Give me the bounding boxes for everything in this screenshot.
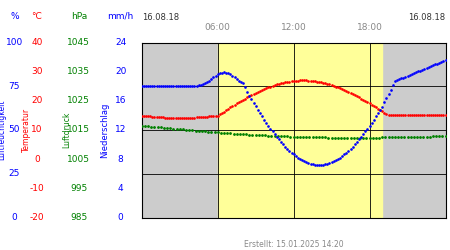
Text: 0: 0 [34, 155, 40, 164]
Text: 12: 12 [115, 126, 126, 134]
Text: Niederschlag: Niederschlag [100, 102, 109, 158]
Text: mm/h: mm/h [108, 12, 134, 21]
Text: Luftfeuchtigkeit: Luftfeuchtigkeit [0, 100, 6, 160]
Text: 24: 24 [115, 38, 126, 47]
Text: Temperatur: Temperatur [22, 108, 31, 152]
Text: 06:00: 06:00 [205, 23, 230, 32]
Text: %: % [10, 12, 19, 21]
Text: -20: -20 [30, 213, 44, 222]
Text: 30: 30 [31, 67, 43, 76]
Text: 16.08.18: 16.08.18 [142, 12, 179, 22]
Text: 985: 985 [70, 213, 87, 222]
Text: 1005: 1005 [67, 155, 90, 164]
Text: 25: 25 [9, 169, 20, 178]
Text: 10: 10 [31, 126, 43, 134]
Text: 18:00: 18:00 [356, 23, 382, 32]
Text: 20: 20 [115, 67, 126, 76]
Text: 1025: 1025 [68, 96, 90, 105]
Text: 1015: 1015 [67, 126, 90, 134]
Text: -10: -10 [30, 184, 44, 193]
Text: 8: 8 [118, 155, 123, 164]
Text: 40: 40 [31, 38, 43, 47]
Text: 100: 100 [6, 38, 23, 47]
Text: 75: 75 [9, 82, 20, 91]
Text: 1045: 1045 [68, 38, 90, 47]
Bar [218, 42, 382, 218]
Text: 20: 20 [31, 96, 43, 105]
Text: 995: 995 [70, 184, 87, 193]
Text: 4: 4 [118, 184, 123, 193]
Text: 1035: 1035 [67, 67, 90, 76]
Text: 0: 0 [118, 213, 123, 222]
Text: 50: 50 [9, 126, 20, 134]
Text: hPa: hPa [71, 12, 87, 21]
Text: °C: °C [32, 12, 42, 21]
Text: 16: 16 [115, 96, 126, 105]
Text: 12:00: 12:00 [281, 23, 306, 32]
Text: Luftdruck: Luftdruck [62, 112, 71, 148]
Text: 0: 0 [12, 213, 17, 222]
Text: 16.08.18: 16.08.18 [409, 12, 446, 22]
Text: Erstellt: 15.01.2025 14:20: Erstellt: 15.01.2025 14:20 [244, 240, 343, 249]
